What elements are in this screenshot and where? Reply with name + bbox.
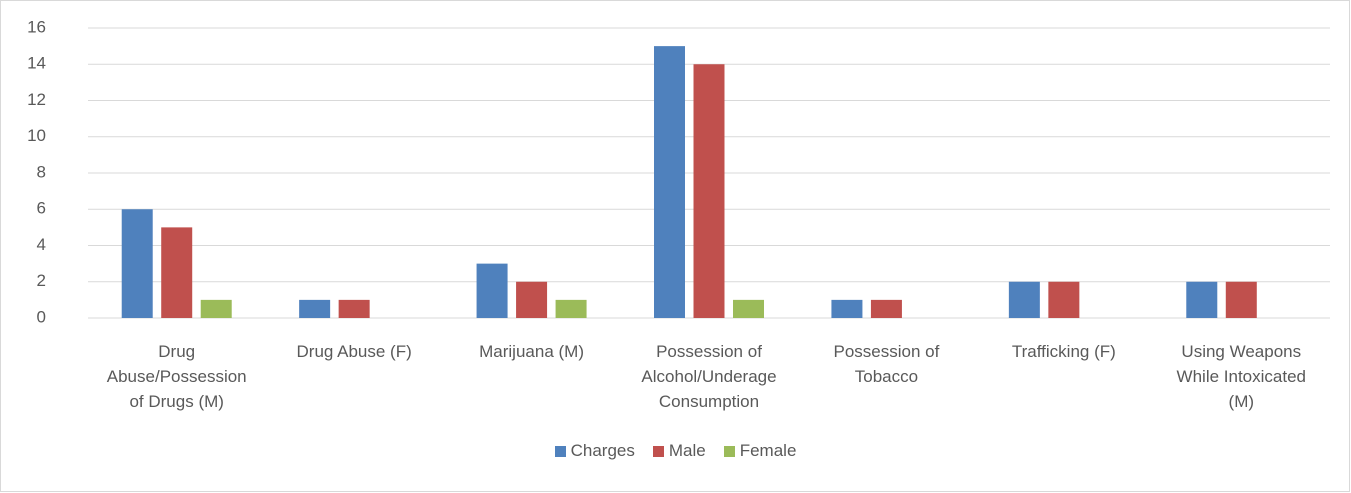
bar (654, 46, 685, 318)
legend-label: Male (668, 441, 706, 460)
bar (831, 299, 863, 318)
y-tick-label: 0 (37, 307, 46, 326)
bar (1225, 281, 1257, 318)
x-tick-label: Using Weapons While Intoxicated (M) (1176, 342, 1306, 411)
x-tick-label: Marijuana (M) (479, 342, 584, 361)
y-tick-label: 4 (37, 235, 46, 254)
y-tick-label: 2 (37, 271, 46, 290)
legend-item: Male (652, 441, 706, 461)
bar (1008, 281, 1040, 318)
x-tick-label: Possession of Tobacco (833, 342, 940, 386)
bar (161, 227, 193, 318)
bar (693, 64, 725, 318)
legend-label: Charges (570, 441, 635, 460)
x-tick-label: Drug Abuse (F) (296, 342, 412, 361)
y-tick-label: 16 (27, 17, 46, 36)
bar (1048, 281, 1080, 318)
bar (870, 299, 902, 318)
bar (1186, 281, 1218, 318)
bar (733, 299, 764, 318)
legend-swatch (723, 445, 735, 457)
y-tick-label: 14 (27, 54, 46, 73)
y-tick-label: 12 (27, 90, 46, 109)
legend-item: Charges (554, 441, 635, 461)
bar (476, 263, 508, 318)
legend-swatch (554, 445, 566, 457)
x-tick-label: Trafficking (F) (1011, 342, 1116, 361)
legend-swatch (652, 445, 664, 457)
bar (555, 299, 587, 318)
y-tick-label: 10 (27, 126, 46, 145)
legend-item: Female (723, 441, 797, 461)
x-tick-label: Possession of Alcohol/Underage Consumpti… (641, 342, 777, 411)
bar (121, 209, 153, 318)
bar (338, 299, 370, 318)
y-tick-label: 6 (37, 199, 46, 218)
legend: Charges Male Female (0, 441, 1351, 461)
bar (200, 299, 232, 318)
x-tick-label: Drug Abuse/Possession of Drugs (M) (106, 342, 247, 411)
legend-label: Female (739, 441, 797, 460)
bar (516, 281, 548, 318)
bar (299, 299, 331, 318)
y-tick-label: 8 (37, 162, 46, 181)
